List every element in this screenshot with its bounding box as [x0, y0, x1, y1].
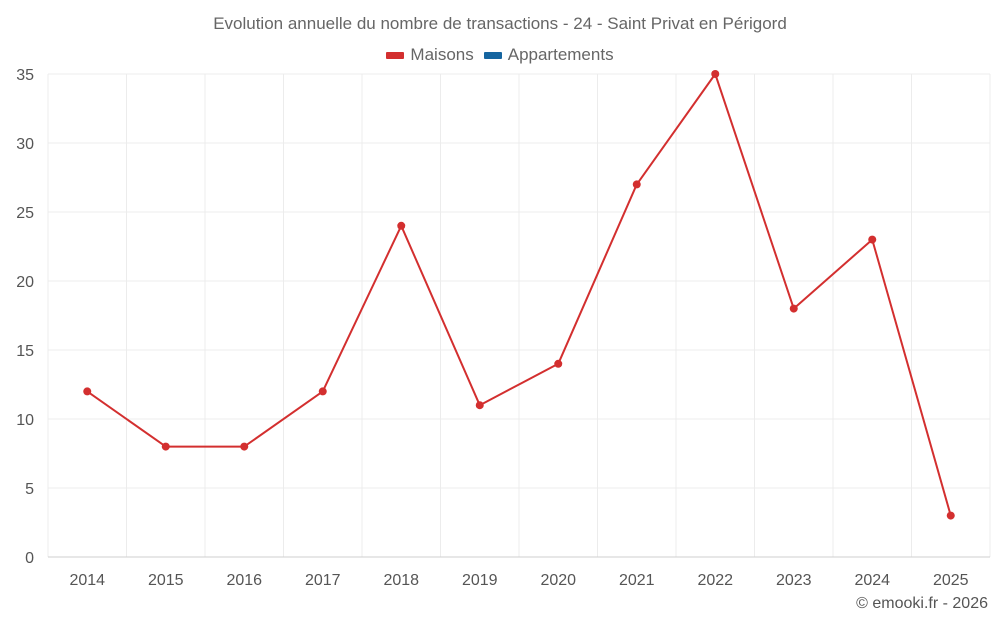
legend-swatch-maisons: [386, 51, 405, 59]
data-point-maisons-2017: [318, 387, 327, 396]
data-point-maisons-2024: [868, 235, 877, 244]
x-tick-label: 2014: [69, 572, 105, 589]
y-tick-label: 20: [16, 274, 34, 291]
legend-label-appartements: Appartements: [507, 45, 614, 64]
x-tick-label: 2018: [383, 572, 419, 589]
watermark: © emooki.fr - 2026: [856, 595, 988, 612]
y-tick-label: 25: [16, 205, 34, 222]
data-point-maisons-2019: [475, 401, 484, 410]
x-tick-label: 2023: [776, 572, 812, 589]
y-tick-label: 15: [16, 343, 34, 360]
x-tick-label: 2019: [462, 572, 498, 589]
data-point-maisons-2015: [161, 442, 170, 451]
x-tick-label: 2022: [697, 572, 733, 589]
x-tick-label: 2021: [619, 572, 655, 589]
x-tick-label: 2017: [305, 572, 341, 589]
x-tick-label: 2025: [933, 572, 969, 589]
data-point-maisons-2023: [789, 304, 798, 313]
data-point-maisons-2020: [554, 359, 563, 368]
data-point-maisons-2022: [711, 70, 720, 78]
y-tick-label: 5: [25, 481, 34, 498]
legend-item-maisons[interactable]: Maisons: [386, 45, 474, 65]
series-line-maisons: [86, 73, 952, 516]
x-tick-label: 2020: [540, 572, 576, 589]
chart-title: Evolution annuelle du nombre de transact…: [213, 14, 787, 33]
data-point-maisons-2025: [946, 511, 955, 520]
legend-swatch-appartements: [483, 51, 502, 59]
legend-label-maisons: Maisons: [410, 45, 474, 64]
x-tick-label: 2024: [854, 572, 890, 589]
y-tick-label: 35: [16, 67, 34, 84]
data-point-maisons-2018: [397, 221, 406, 230]
y-tick-label: 10: [16, 412, 34, 429]
x-tick-label: 2015: [148, 572, 184, 589]
data-point-maisons-2021: [632, 180, 641, 189]
data-point-maisons-2016: [240, 442, 249, 451]
data-point-maisons-2014: [83, 387, 92, 396]
legend: Maisons Appartements: [0, 45, 1000, 65]
y-tick-label: 0: [25, 550, 34, 567]
y-tick-label: 30: [16, 136, 34, 153]
legend-item-appartements[interactable]: Appartements: [483, 45, 614, 65]
x-tick-label: 2016: [226, 572, 262, 589]
